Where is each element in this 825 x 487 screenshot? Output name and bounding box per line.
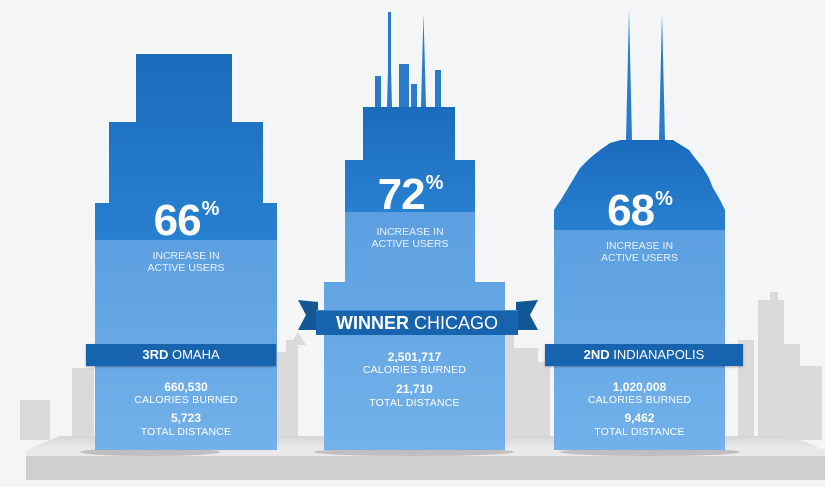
omaha-calories: 660,530 bbox=[164, 380, 208, 394]
omaha-distance-label: TOTAL DISTANCE bbox=[140, 426, 232, 438]
omaha-percent: 66% bbox=[153, 196, 220, 245]
indianapolis-increase-label: INCREASE IN ACTIVE USERS bbox=[600, 240, 679, 264]
indianapolis-building bbox=[554, 10, 725, 450]
indianapolis-calories-label: CALORIES BURNED bbox=[587, 394, 692, 406]
chicago-calories-label: CALORIES BURNED bbox=[362, 364, 467, 376]
chicago-increase-label: INCREASE IN ACTIVE USERS bbox=[371, 226, 449, 250]
chicago-winner-label: WINNER CHICAGO bbox=[335, 313, 499, 333]
omaha-calories-label: CALORIES BURNED bbox=[134, 394, 238, 406]
indianapolis-distance: 9,462 bbox=[624, 411, 655, 425]
indianapolis-calories: 1,020,008 bbox=[612, 380, 667, 394]
chicago-calories: 2,501,717 bbox=[387, 350, 442, 364]
winner-ribbon bbox=[298, 300, 538, 335]
chicago-percent: 72% bbox=[377, 170, 444, 219]
chicago-distance-label: TOTAL DISTANCE bbox=[369, 397, 460, 409]
background-skyline bbox=[20, 292, 822, 442]
chicago-distance: 21,710 bbox=[396, 382, 433, 396]
omaha-rank-band: 3RD OMAHA bbox=[86, 344, 276, 366]
indianapolis-distance-label: TOTAL DISTANCE bbox=[594, 426, 685, 438]
indianapolis-percent: 68% bbox=[607, 186, 673, 235]
omaha-increase-label: INCREASE IN ACTIVE USERS bbox=[147, 250, 225, 274]
omaha-distance: 5,723 bbox=[170, 411, 202, 425]
indianapolis-rank-band: 2ND INDIANAPOLIS bbox=[545, 344, 743, 366]
